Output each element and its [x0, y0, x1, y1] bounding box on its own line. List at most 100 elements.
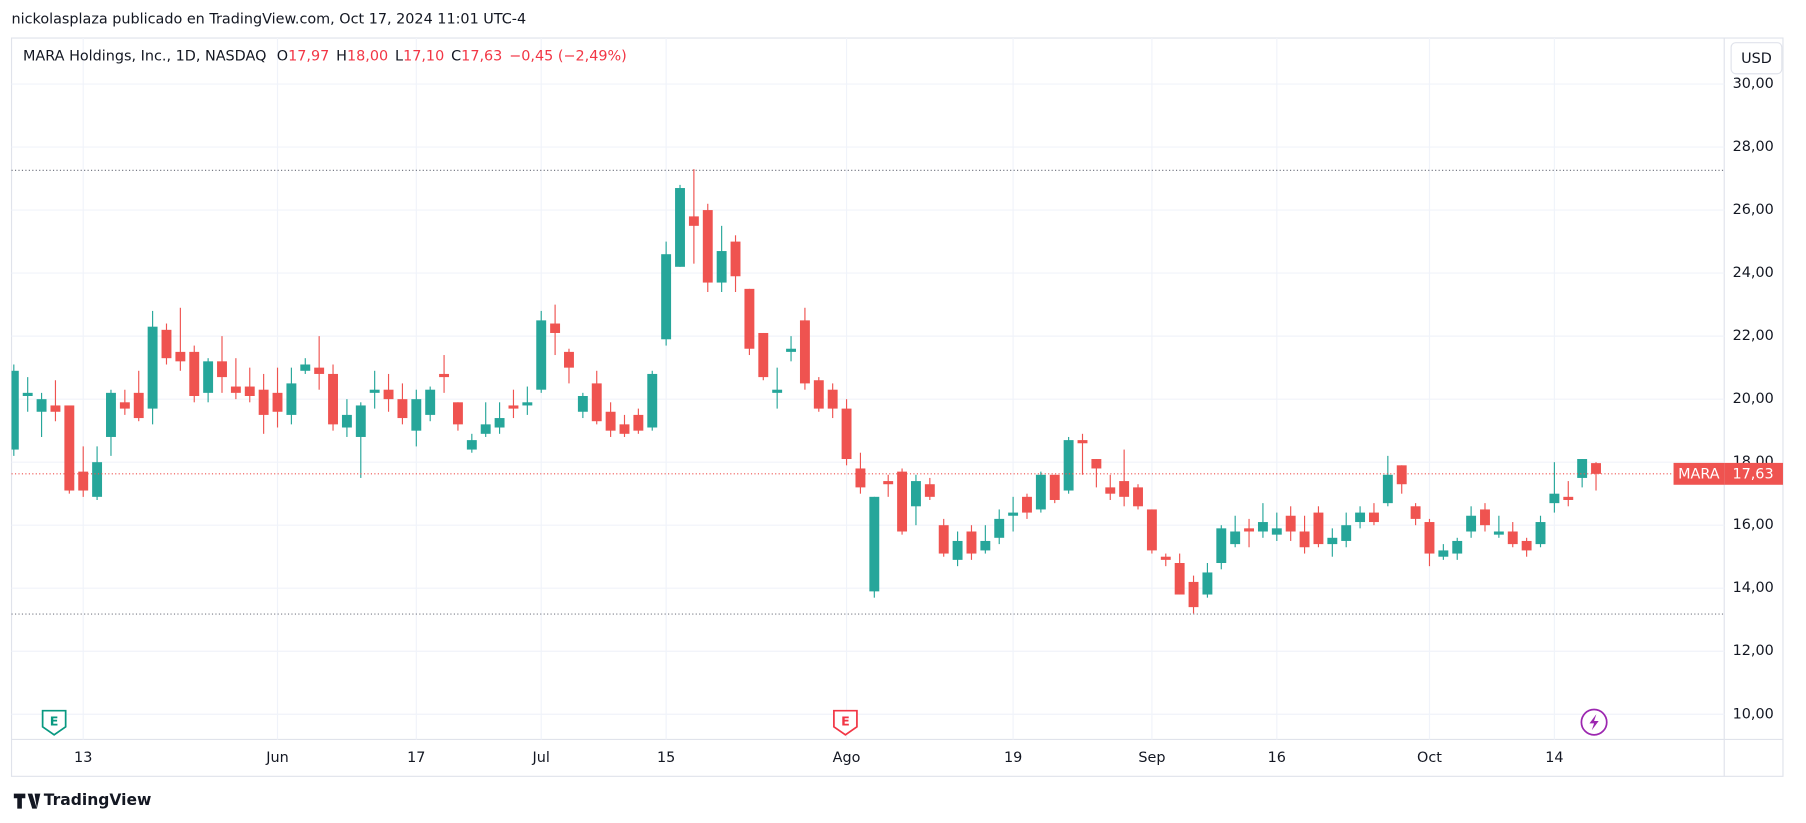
candle-body — [1049, 474, 1060, 500]
candle-body — [841, 408, 852, 460]
candle-body — [758, 332, 769, 378]
candle-body — [22, 392, 33, 396]
x-tick-label: 16 — [1268, 750, 1286, 766]
candle-body — [189, 351, 200, 396]
x-tick-label: 14 — [1545, 750, 1563, 766]
brand-logo — [13, 793, 41, 809]
axes: 10,0012,0014,0016,0018,0020,0022,0024,00… — [74, 76, 1783, 766]
earnings-badge[interactable] — [833, 709, 858, 736]
currency[interactable]: USD — [1741, 51, 1772, 67]
candle-body — [1202, 572, 1213, 595]
ohlc-value: 18,00 — [347, 48, 388, 64]
candle-body — [1480, 509, 1490, 526]
candle-body — [1369, 512, 1379, 523]
candle-body — [439, 373, 450, 378]
y-tick-label: 30,00 — [1733, 76, 1774, 92]
candle-body — [50, 405, 61, 412]
ohlc-key: O — [277, 48, 288, 64]
earnings-badge[interactable] — [41, 709, 67, 736]
candle-body — [369, 389, 380, 393]
candle-body — [230, 386, 241, 393]
candle-body — [619, 424, 630, 434]
candle-body — [1563, 496, 1574, 500]
y-tick-label: 22,00 — [1733, 328, 1774, 344]
candle-body — [161, 329, 172, 359]
y-tick-label: 12,00 — [1733, 643, 1774, 659]
bolt-event[interactable] — [1580, 708, 1608, 736]
candle-body — [106, 392, 116, 437]
x-tick-label: Ago — [833, 750, 861, 766]
bolt-icon — [1589, 714, 1599, 731]
candle-body — [1327, 537, 1338, 545]
candle-body — [508, 405, 519, 409]
candle-body — [300, 364, 311, 371]
candle-body — [522, 402, 533, 406]
candle-body — [1022, 496, 1032, 513]
y-tick-label: 26,00 — [1733, 202, 1774, 218]
y-tick-label: 16,00 — [1733, 517, 1774, 533]
earnings-event[interactable]: E — [41, 709, 67, 736]
candle-body — [1424, 522, 1435, 554]
candle-body — [11, 370, 19, 450]
candle-body — [1507, 531, 1518, 545]
x-tick-label: Jun — [265, 750, 288, 766]
candle-body — [897, 471, 908, 532]
candle-body — [633, 414, 644, 431]
candle-body — [1063, 440, 1074, 491]
candle-body — [1299, 531, 1310, 548]
y-tick-label: 20,00 — [1733, 391, 1774, 407]
candle-body — [855, 468, 866, 488]
symbol-tag — [1673, 462, 1725, 485]
candle-body — [272, 392, 283, 412]
candle-body — [494, 418, 505, 428]
candle-body — [1133, 487, 1143, 507]
candle-body — [716, 251, 727, 283]
candle-body — [1035, 474, 1046, 510]
symbol: MARA Holdings, Inc., 1D, NASDAQ — [23, 48, 266, 64]
candle-body — [577, 395, 588, 412]
candle-body — [952, 540, 963, 560]
candle-body — [411, 399, 422, 431]
x-tick-label: Oct — [1417, 750, 1442, 766]
price-tag-label: 17,63 — [1732, 466, 1773, 482]
candle-body — [966, 531, 977, 554]
x-tick-label: 15 — [657, 750, 675, 766]
candle-body — [675, 188, 685, 267]
candle-body — [314, 367, 325, 374]
candle-body — [217, 361, 227, 378]
x-tick-label: 17 — [407, 750, 425, 766]
candle-body — [480, 424, 491, 434]
candle-body — [910, 481, 921, 507]
candle-body — [244, 386, 255, 396]
candle-body — [938, 525, 949, 554]
candle-body — [591, 383, 602, 422]
candle-body — [799, 320, 810, 384]
candle-body — [341, 414, 352, 428]
candle-body — [328, 373, 338, 425]
candle-body — [1577, 459, 1588, 478]
candle-body — [1535, 522, 1546, 545]
candle-body — [1091, 459, 1102, 469]
x-tick-label: Sep — [1138, 750, 1165, 766]
candle-body — [1105, 487, 1116, 494]
candle-body — [730, 241, 741, 277]
candle-body — [452, 402, 463, 425]
candle-body — [1591, 463, 1601, 474]
candle-body — [1216, 528, 1227, 564]
y-tick-label: 14,00 — [1733, 580, 1774, 596]
price-tag — [1724, 462, 1783, 485]
candle-body — [994, 518, 1005, 538]
earnings-event[interactable]: E — [833, 709, 858, 736]
earnings-label: E — [841, 714, 850, 729]
ohlc-value: 17,97 — [288, 48, 329, 64]
brand: TradingView — [44, 791, 152, 809]
currency-button[interactable] — [1730, 42, 1783, 75]
ohlc-value: 17,63 — [461, 48, 502, 64]
candle-body — [980, 540, 991, 551]
ohlc-key: H — [336, 48, 347, 64]
candle-body — [258, 389, 269, 415]
candle-body — [702, 210, 713, 283]
candle-body — [119, 402, 130, 409]
